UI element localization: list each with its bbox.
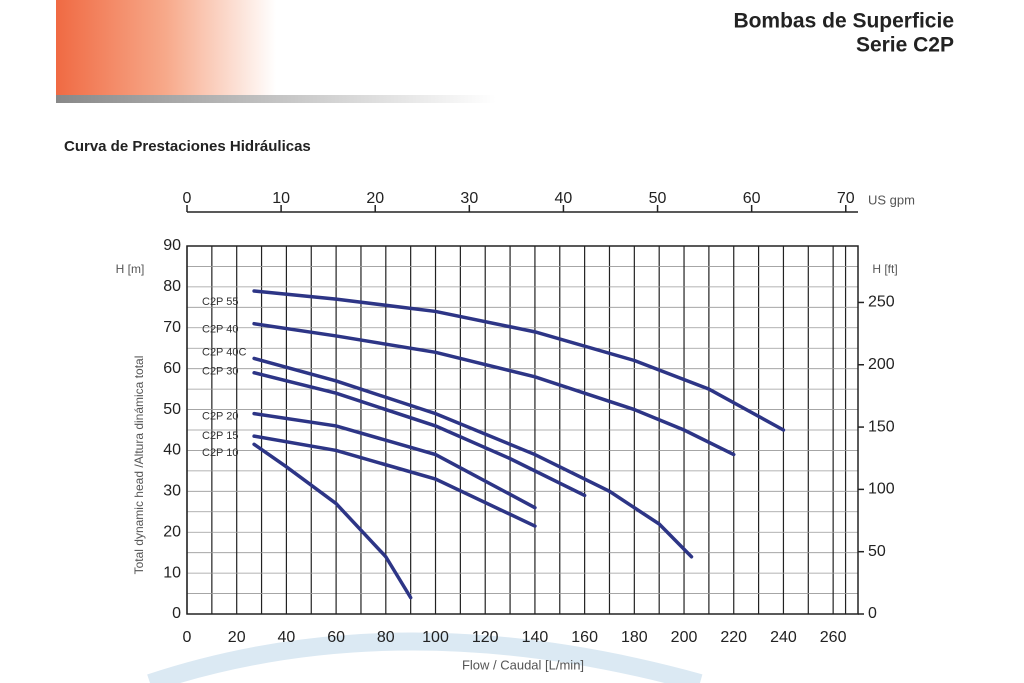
pump-curve [252,442,413,600]
x-tick-label: 40 [278,629,296,646]
header-banner [56,0,276,95]
x2-tick-label: 30 [460,190,478,207]
y2-tick-label: 100 [868,481,895,498]
y-tick-label: 40 [163,442,181,459]
x-tick-label: 80 [377,629,395,646]
x2-tick-label: 60 [743,190,761,207]
y-axis-title: Total dynamic head /Altura dinámica tota… [132,356,146,575]
y-tick-label: 20 [163,523,181,540]
series-label: C2P 20 [202,411,239,423]
x2-tick-label: 40 [555,190,573,207]
x-tick-label: 60 [327,629,345,646]
header-title: Bombas de Superficie [733,10,954,33]
x-tick-label: 180 [621,629,648,646]
y2-unit: H [ft] [872,262,897,276]
y-tick-label: 50 [163,401,181,418]
y2-tick-label: 150 [868,418,895,435]
y-tick-label: 30 [163,483,181,500]
x-tick-label: 240 [770,629,797,646]
y2-tick-label: 200 [868,356,895,373]
series-label: C2P 40C [202,346,246,358]
plot-frame [186,245,859,615]
series-label: C2P 40 [202,324,239,336]
x2-tick-label: 20 [366,190,384,207]
x-tick-label: 100 [422,629,449,646]
x-tick-label: 220 [720,629,747,646]
x2-tick-label: 10 [272,190,290,207]
y-tick-label: 10 [163,564,181,581]
header-subtitle: Serie C2P [856,34,954,57]
x-tick-label: 140 [522,629,549,646]
series-label: C2P 55 [202,296,239,308]
y2-tick-label: 50 [868,543,886,560]
series-label: C2P 30 [202,366,239,378]
pump-curve [252,356,694,559]
section-title: Curva de Prestaciones Hidráulicas [64,138,311,155]
y2-tick-label: 250 [868,294,895,311]
header-bar [56,95,496,103]
y-tick-label: 80 [163,278,181,295]
y-tick-label: 60 [163,360,181,377]
x2-tick-label: 50 [649,190,667,207]
background-swirl [147,632,703,683]
pump-curve [252,411,537,510]
y-tick-label: 90 [163,237,181,254]
y-tick-label: 70 [163,319,181,336]
x-axis-title: Flow / Caudal [L/min] [462,657,584,672]
y2-tick-label: 0 [868,605,877,622]
series-label: C2P 10 [202,447,239,459]
x-tick-label: 160 [571,629,598,646]
x-tick-label: 260 [820,629,847,646]
pump-curve [252,371,587,498]
pump-curve [252,321,736,457]
x-tick-label: 0 [183,629,192,646]
x2-unit: US gpm [868,192,915,207]
x2-tick-label: 0 [183,190,192,207]
x-tick-label: 20 [228,629,246,646]
y-tick-label: 0 [172,605,181,622]
pump-curve [252,434,537,528]
x-tick-label: 200 [671,629,698,646]
x2-tick-label: 70 [837,190,855,207]
y-unit: H [m] [116,262,145,276]
x-tick-label: 120 [472,629,499,646]
pump-curve [252,289,786,432]
series-label: C2P 15 [202,430,239,442]
